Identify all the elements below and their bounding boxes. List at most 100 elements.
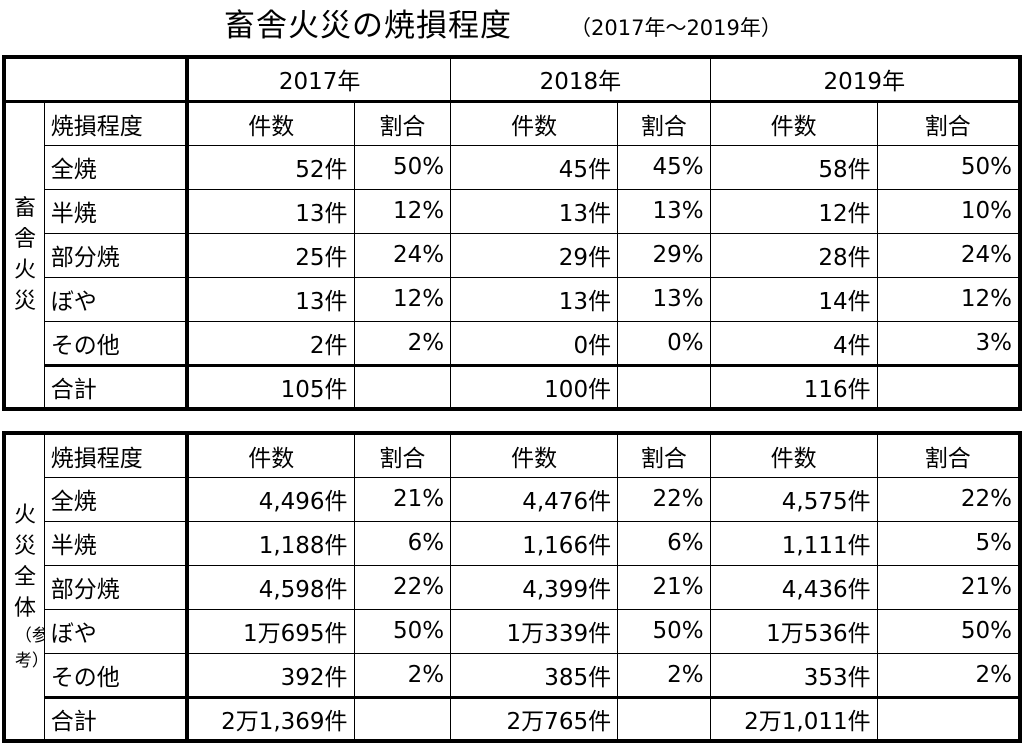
ratio-cell: 10% [876, 188, 1021, 234]
ratio-cell: 2% [353, 652, 452, 699]
count-cell: 13件 [186, 188, 355, 234]
ratio-cell: 21% [617, 564, 711, 610]
count-cell: 58件 [709, 144, 878, 190]
total-label: 合計 [43, 696, 190, 742]
total-count-cell: 2万1,369件 [186, 696, 355, 742]
column-header-row: 火災全体 （参考） 焼損程度 件数 割合 件数 割合 件数 割合 [3, 432, 1021, 742]
page-title: 畜舎火災の焼損程度 [224, 8, 512, 44]
count-header: 件数 [709, 100, 878, 146]
ratio-cell: 24% [353, 232, 452, 278]
count-cell: 28件 [709, 232, 878, 278]
total-count-cell: 116件 [709, 364, 878, 410]
count-cell: 14件 [709, 276, 878, 322]
ratio-cell: 50% [353, 144, 452, 190]
row-label: 部分焼 [43, 564, 190, 610]
count-cell: 385件 [450, 652, 619, 699]
degree-header: 焼損程度 [43, 432, 190, 478]
count-cell: 4件 [709, 320, 878, 367]
count-cell: 2件 [186, 320, 355, 367]
ratio-cell: 5% [876, 520, 1021, 566]
count-header: 件数 [186, 432, 355, 478]
total-label: 合計 [43, 364, 190, 410]
ratio-cell: 24% [876, 232, 1021, 278]
count-cell: 4,476件 [450, 476, 619, 522]
row-label: 部分焼 [43, 232, 190, 278]
ratio-cell: 13% [617, 188, 711, 234]
ratio-cell: 50% [353, 608, 452, 654]
year-2018-header: 2018年 [450, 56, 711, 103]
count-cell: 392件 [186, 652, 355, 699]
count-cell: 4,436件 [709, 564, 878, 610]
row-label: 半焼 [43, 188, 190, 234]
count-cell: 52件 [186, 144, 355, 190]
corner-cell [3, 56, 190, 103]
ratio-cell: 22% [617, 476, 711, 522]
ratio-cell: 12% [876, 276, 1021, 322]
table-row: 全焼 4,496件 21% 4,476件 22% 4,575件 22% [4, 476, 1021, 522]
ratio-header: 割合 [617, 100, 711, 146]
row-label: 半焼 [43, 520, 190, 566]
year-2017-header: 2017年 [186, 56, 452, 103]
count-cell: 4,399件 [450, 564, 619, 610]
count-cell: 4,496件 [186, 476, 355, 522]
total-count-cell: 100件 [450, 364, 619, 410]
count-cell: 1万695件 [186, 608, 355, 654]
title-row: 畜舎火災の焼損程度 （2017年～2019年） [0, 0, 1024, 50]
count-cell: 4,575件 [709, 476, 878, 522]
ratio-cell: 6% [353, 520, 452, 566]
row-label: その他 [43, 320, 190, 367]
ratio-cell: 12% [353, 188, 452, 234]
count-cell: 1万339件 [450, 608, 619, 654]
total-count-cell: 2万1,011件 [709, 696, 878, 742]
ratio-cell: 50% [876, 608, 1021, 654]
table-row: 全焼 52件 50% 45件 45% 58件 50% [4, 144, 1021, 190]
ratio-cell: 22% [353, 564, 452, 610]
total-row: 合計 105件 100件 116件 [4, 364, 1021, 410]
year-2019-header: 2019年 [709, 56, 1021, 103]
table-row: ぼや 1万695件 50% 1万339件 50% 1万536件 50% [4, 608, 1021, 654]
row-label: 全焼 [43, 144, 190, 190]
row-label: その他 [43, 652, 190, 699]
count-cell: 1,188件 [186, 520, 355, 566]
ratio-cell: 22% [876, 476, 1021, 522]
count-header: 件数 [186, 100, 355, 146]
count-cell: 1万536件 [709, 608, 878, 654]
degree-header: 焼損程度 [43, 100, 190, 146]
count-header: 件数 [450, 100, 619, 146]
all-fire-table: 火災全体 （参考） 焼損程度 件数 割合 件数 割合 件数 割合 全焼 4,49… [2, 431, 1022, 743]
ratio-cell: 0% [617, 320, 711, 367]
empty-cell [617, 364, 711, 410]
table-row: 半焼 13件 12% 13件 13% 12件 10% [4, 188, 1021, 234]
ratio-header: 割合 [876, 100, 1021, 146]
ratio-cell: 21% [876, 564, 1021, 610]
empty-cell [876, 696, 1021, 742]
count-cell: 13件 [450, 188, 619, 234]
ratio-cell: 2% [353, 320, 452, 367]
ratio-header: 割合 [876, 432, 1021, 478]
count-cell: 25件 [186, 232, 355, 278]
total-count-cell: 2万765件 [450, 696, 619, 742]
table-row: 半焼 1,188件 6% 1,166件 6% 1,111件 5% [4, 520, 1021, 566]
row-label: ぼや [43, 608, 190, 654]
count-cell: 1,111件 [709, 520, 878, 566]
empty-cell [617, 696, 711, 742]
total-row: 合計 2万1,369件 2万765件 2万1,011件 [4, 696, 1021, 742]
all-fire-side-label: 火災全体 （参考） [3, 432, 45, 742]
count-cell: 353件 [709, 652, 878, 699]
ratio-cell: 50% [876, 144, 1021, 190]
empty-cell [353, 696, 452, 742]
column-header-row: 畜舎火災 焼損程度 件数 割合 件数 割合 件数 割合 [3, 100, 1021, 410]
ratio-cell: 2% [876, 652, 1021, 699]
count-cell: 29件 [450, 232, 619, 278]
barn-fire-side-label: 畜舎火災 [3, 100, 45, 410]
ratio-cell: 29% [617, 232, 711, 278]
ratio-cell: 21% [353, 476, 452, 522]
count-cell: 45件 [450, 144, 619, 190]
year-header-row: 2017年 2018年 2019年 [3, 56, 1021, 103]
total-count-cell: 105件 [186, 364, 355, 410]
table-row: 部分焼 4,598件 22% 4,399件 21% 4,436件 21% [4, 564, 1021, 610]
row-label: 全焼 [43, 476, 190, 522]
ratio-header: 割合 [353, 100, 452, 146]
ratio-cell: 12% [353, 276, 452, 322]
count-cell: 4,598件 [186, 564, 355, 610]
